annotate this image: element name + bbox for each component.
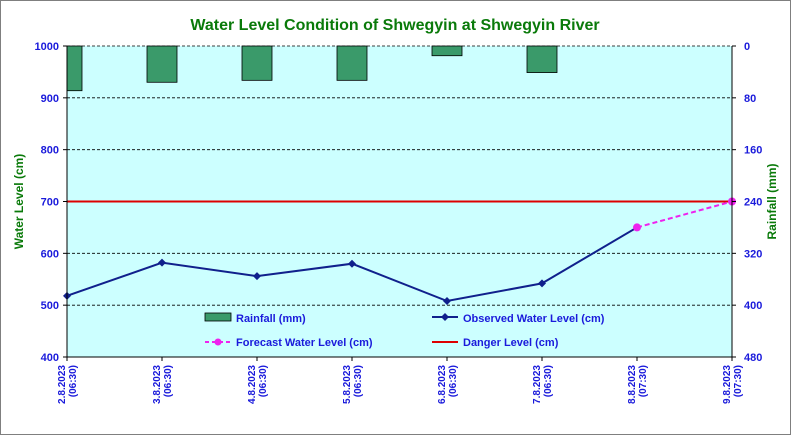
rainfall-bar — [431, 45, 463, 57]
legend: Rainfall (mm) Observed Water Level (cm) … — [204, 312, 605, 349]
legend-danger-label: Danger Level (cm) — [463, 337, 559, 349]
forecast-line — [636, 200, 733, 229]
forecast-point — [633, 223, 641, 232]
right-tick-label: 480 — [744, 352, 762, 364]
x-tick-time: (06:30) — [448, 365, 459, 397]
left-tick-label: 1000 — [35, 41, 59, 53]
x-tick-label: 4.8.2023 (06:30) — [247, 365, 269, 404]
observed-to-forecast-connector — [541, 226, 638, 285]
x-tick-date: 4.8.2023 — [247, 365, 258, 404]
x-tick-label: 8.8.2023 (07:30) — [627, 365, 649, 404]
x-tick-date: 9.8.2023 — [722, 365, 733, 404]
rainfall-bars — [66, 45, 558, 92]
x-tick-date: 2.8.2023 — [57, 365, 68, 404]
legend-forecast-marker — [214, 338, 222, 346]
left-tick-label: 400 — [41, 352, 59, 364]
observed-water-level-series — [63, 258, 546, 306]
x-tick-date: 6.8.2023 — [437, 365, 448, 404]
x-tick-time: (06:30) — [258, 365, 269, 397]
left-tick-label: 700 — [41, 197, 59, 209]
left-tick-label: 500 — [41, 300, 59, 312]
observed-line — [66, 261, 543, 303]
observed-point — [253, 272, 261, 281]
rainfall-bar — [66, 45, 83, 92]
right-tick-label: 320 — [744, 248, 762, 260]
observed-point — [443, 297, 451, 306]
forecast-water-level-series — [541, 197, 736, 285]
x-tick-label: 6.8.2023 (06:30) — [437, 365, 459, 404]
x-tick-time: (07:30) — [733, 365, 744, 397]
legend-observed-marker — [441, 313, 449, 321]
right-tick-label: 0 — [744, 41, 750, 53]
legend-rainfall-swatch — [204, 312, 232, 322]
chart-title: Water Level Condition of Shwegyin at Shw… — [190, 17, 599, 34]
legend-rainfall-label: Rainfall (mm) — [236, 313, 306, 325]
observed-point — [158, 258, 166, 267]
legend-observed-label: Observed Water Level (cm) — [463, 313, 605, 325]
x-tick-time: (06:30) — [68, 365, 79, 397]
right-tick-label: 240 — [744, 197, 762, 209]
x-tick-time: (06:30) — [163, 365, 174, 397]
rainfall-bar — [526, 45, 558, 73]
x-axis-ticks: 2.8.2023 (06:30) 3.8.2023 (06:30) 4.8.2023 (0… — [57, 357, 744, 404]
right-tick-label: 160 — [744, 145, 762, 157]
y-axis-label-right: Rainfall (mm) — [765, 163, 779, 239]
rainfall-bar — [241, 45, 273, 81]
x-tick-label: 5.8.2023 (06:30) — [342, 365, 364, 404]
rainfall-bar — [336, 45, 368, 81]
x-tick-label: 9.8.2023 (07:30) — [722, 365, 744, 404]
x-tick-date: 8.8.2023 — [627, 365, 638, 404]
left-axis-ticks: 400 500 600 700 800 900 1000 — [35, 41, 67, 364]
x-tick-time: (06:30) — [353, 365, 364, 397]
x-tick-date: 3.8.2023 — [152, 365, 163, 404]
right-axis-ticks: 0 80 160 240 320 400 480 — [732, 41, 762, 364]
x-tick-date: 5.8.2023 — [342, 365, 353, 404]
observed-point — [348, 259, 356, 268]
right-tick-label: 80 — [744, 93, 756, 105]
left-tick-label: 800 — [41, 145, 59, 157]
left-tick-label: 600 — [41, 248, 59, 260]
x-tick-date: 7.8.2023 — [532, 365, 543, 404]
x-tick-label: 2.8.2023 (06:30) — [57, 365, 79, 404]
rainfall-bar — [146, 45, 178, 83]
y-axis-label-left: Water Level (cm) — [12, 154, 26, 250]
x-tick-time: (07:30) — [638, 365, 649, 397]
legend-forecast-label: Forecast Water Level (cm) — [236, 337, 373, 349]
x-tick-time: (06:30) — [543, 365, 554, 397]
right-tick-label: 400 — [744, 300, 762, 312]
left-tick-label: 900 — [41, 93, 59, 105]
x-tick-label: 7.8.2023 (06:30) — [532, 365, 554, 404]
x-tick-label: 3.8.2023 (06:30) — [152, 365, 174, 404]
